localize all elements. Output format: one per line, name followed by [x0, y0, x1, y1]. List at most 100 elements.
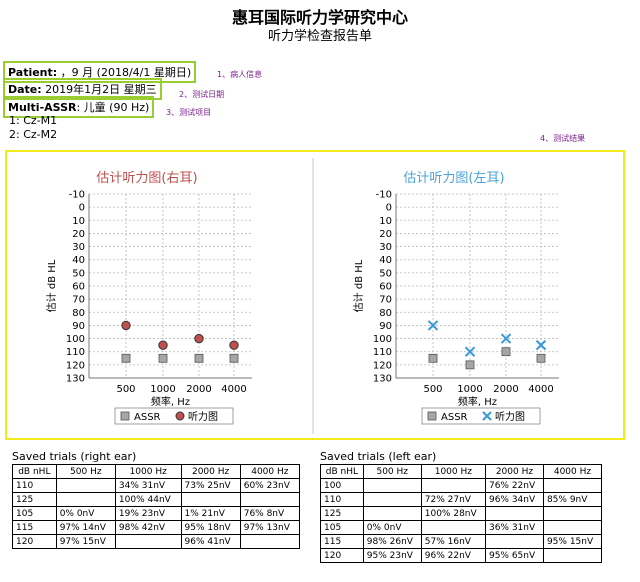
legend-assr-marker	[120, 411, 130, 421]
table-cell: 36% 31nV	[484, 520, 544, 535]
channel-1: 1: Cz-M1	[9, 114, 58, 127]
table-row: 100 76% 22nV	[320, 478, 603, 493]
audiogram-point	[158, 340, 168, 350]
assr-point	[465, 360, 475, 370]
y-tick-label: -10	[69, 190, 85, 201]
column-header: dB nHL	[12, 464, 57, 479]
assr-point	[501, 347, 511, 357]
legend-box	[114, 407, 234, 425]
audiogram-point	[229, 340, 239, 350]
table-cell: 105	[320, 520, 364, 535]
table-cell: 100% 44nV	[114, 492, 182, 507]
y-tick-label: 40	[72, 255, 85, 266]
audiogram-point	[500, 333, 512, 344]
y-tick-label: 10	[379, 216, 392, 227]
right-trials-title: Saved trials (right ear)	[12, 450, 137, 463]
y-tick-label: 0	[386, 203, 392, 214]
y-tick-label: -10	[376, 190, 392, 201]
table-cell: 125	[320, 506, 364, 521]
x-tick-label: 1000	[457, 384, 482, 395]
x-tick-label: 2000	[186, 384, 211, 395]
y-tick-label: 10	[72, 216, 85, 227]
table-cell	[362, 506, 422, 521]
table-row: 110 72% 27nV 96% 34nV 85% 9nV	[320, 492, 603, 507]
table-row: 115 98% 26nV 57% 16nV 95% 15nV	[320, 534, 603, 549]
table-cell	[362, 478, 422, 493]
table-cell	[484, 506, 544, 521]
x-tick-label: 500	[116, 384, 135, 395]
table-cell: 100	[320, 478, 364, 493]
y-tick-label: 110	[66, 347, 85, 358]
table-cell	[239, 534, 301, 549]
table-cell: 100% 28nV	[420, 506, 486, 521]
legend-label: 听力图	[188, 410, 218, 423]
table-row: 120 97% 15nV 96% 41nV	[12, 534, 301, 549]
table-cell: 95% 65nV	[484, 548, 544, 563]
left-trials-table: dB nHL 500 Hz 1000 Hz 2000 Hz 4000 Hz 100 76%…	[320, 464, 603, 563]
table-cell	[239, 492, 301, 507]
table-cell: 95% 18nV	[180, 520, 241, 535]
column-header: 4000 Hz	[542, 464, 603, 479]
y-tick-label: 0	[79, 203, 85, 214]
table-cell	[55, 478, 116, 493]
legend-assr-marker	[427, 411, 437, 421]
table-row: 120 95% 23nV 96% 22nV 95% 65nV	[320, 548, 603, 563]
y-tick-label: 80	[379, 308, 392, 319]
y-tick-label: 70	[379, 295, 392, 306]
table-cell: 0% 0nV	[362, 520, 422, 535]
table-cell	[542, 506, 603, 521]
table-cell: 120	[320, 548, 364, 563]
audiogram-charts: 估计听力图(右耳)-100102030405060708090100110120…	[45, 158, 559, 434]
column-header: 2000 Hz	[180, 464, 241, 479]
right-trials-table: dB nHL 500 Hz 1000 Hz 2000 Hz 4000 Hz 110 34%…	[12, 464, 301, 549]
table-cell: 115	[12, 520, 57, 535]
y-tick-label: 20	[72, 229, 85, 240]
assr-point	[428, 353, 438, 363]
assr-point	[536, 353, 546, 363]
table-cell: 125	[12, 492, 57, 507]
chart-title: 估计听力图(左耳)	[403, 171, 504, 186]
y-tick-label: 30	[72, 242, 85, 253]
y-tick-label: 60	[379, 282, 392, 293]
column-header: 500 Hz	[55, 464, 116, 479]
date-info-box: Date: 2019年1月2日 星期三	[3, 78, 162, 100]
table-cell	[484, 534, 544, 549]
y-tick-label: 90	[379, 321, 392, 332]
x-tick-label: 2000	[493, 384, 518, 395]
y-tick-label: 100	[66, 334, 85, 345]
table-row: 125 100% 44nV	[12, 492, 301, 507]
x-tick-label: 4000	[221, 384, 246, 395]
results-frame: 估计听力图(右耳) -10 0 10 20 30 40 50 60 70 80 90 100 110 120…	[5, 150, 625, 440]
test-info-box: Multi-ASSR: 儿童 (90 Hz)	[3, 96, 155, 118]
audiogram-point	[464, 346, 476, 357]
table-cell: 97% 14nV	[55, 520, 116, 535]
y-tick-label: 50	[72, 268, 85, 279]
date-value: 2019年1月2日 星期三	[45, 83, 157, 96]
table-row: 105 0% 0nV 19% 23nV 1% 21nV 76% 8nV	[12, 506, 301, 521]
legend-label: ASSR	[134, 412, 161, 423]
table-cell	[180, 492, 241, 507]
x-tick-label: 4000	[528, 384, 553, 395]
assr-point	[158, 353, 168, 363]
table-cell	[542, 548, 603, 563]
assr-point	[194, 353, 204, 363]
table-cell	[55, 492, 116, 507]
y-tick-label: 50	[379, 268, 392, 279]
patient-value: ，9 月 (2018/4/1 星期日)	[60, 66, 192, 79]
assr-point	[229, 353, 239, 363]
legend-label: ASSR	[441, 412, 468, 423]
table-cell: 96% 41nV	[180, 534, 241, 549]
table-cell: 73% 25nV	[180, 478, 241, 493]
y-axis-label: 估计 dB HL	[45, 259, 58, 312]
table-row: 115 97% 14nV 98% 42nV 95% 18nV 97% 13nV	[12, 520, 301, 535]
annotation-test: 3、测试项目	[166, 108, 212, 117]
column-header: 500 Hz	[362, 464, 422, 479]
table-row: 105 0% 0nV 36% 31nV	[320, 520, 603, 535]
report-title: 惠耳国际听力学研究中心	[231, 8, 408, 27]
column-header: 4000 Hz	[239, 464, 301, 479]
table-cell: 115	[320, 534, 364, 549]
table-cell: 98% 42nV	[114, 520, 182, 535]
legend-box	[421, 407, 541, 425]
table-cell: 105	[12, 506, 57, 521]
y-tick-label: 80	[72, 308, 85, 319]
